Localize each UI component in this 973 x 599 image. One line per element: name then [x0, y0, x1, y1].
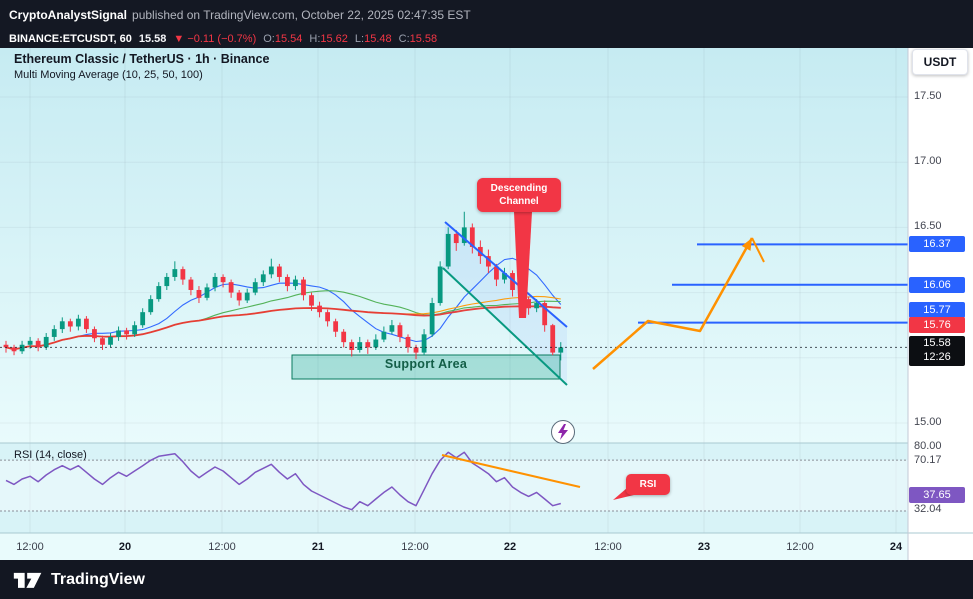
footer-bar: TradingView: [0, 560, 973, 599]
time-axis-background[interactable]: [0, 533, 973, 560]
tradingview-logo-icon[interactable]: [13, 567, 43, 592]
bar-countdown: 12:26: [923, 351, 951, 363]
time-tick[interactable]: 21: [311, 541, 325, 553]
last-price: 15.58: [138, 33, 167, 45]
time-tick[interactable]: 24: [889, 541, 903, 553]
time-tick[interactable]: 22: [503, 541, 517, 553]
time-tick[interactable]: 12:00: [401, 541, 429, 553]
rsi-tick: 80.00: [914, 440, 942, 452]
time-tick[interactable]: 23: [697, 541, 711, 553]
rsi-tick: 70.17: [914, 454, 942, 466]
time-tick[interactable]: 20: [118, 541, 132, 553]
ohlc-low: L:15.48: [354, 33, 392, 45]
level-badge-1577: 15.77: [909, 302, 965, 318]
current-price-badge: 15.58 12:26: [909, 336, 965, 366]
candlestick-series: [3, 211, 564, 361]
chart-pane[interactable]: [0, 48, 973, 560]
rsi-tick: 32.04: [914, 503, 942, 515]
ohlc-open: O:15.54: [263, 33, 303, 45]
publish-info: published on TradingView.com, October 22…: [132, 8, 471, 22]
lightning-icon[interactable]: [551, 420, 575, 444]
symbol-name: BINANCE:ETCUSDT, 60: [9, 33, 132, 45]
rsi-indicator-title: RSI (14, close): [14, 449, 87, 461]
support-area-label: Support Area: [384, 357, 468, 371]
current-price: 15.58: [923, 337, 951, 350]
time-tick[interactable]: 12:00: [16, 541, 44, 553]
price-tick: 17.50: [914, 90, 942, 102]
time-tick[interactable]: 12:00: [786, 541, 814, 553]
descending-channel-callout[interactable]: Descending Channel: [477, 178, 561, 212]
symbol-bar: BINANCE:ETCUSDT, 60 15.58 ▼ −0.11 (−0.7%…: [0, 30, 973, 48]
time-tick[interactable]: 12:00: [208, 541, 236, 553]
chart-title: Ethereum Classic / TetherUS · 1h · Binan…: [14, 52, 270, 66]
ohlc-close: C:15.58: [398, 33, 438, 45]
chart-drawings-over[interactable]: [0, 212, 908, 386]
tradingview-brand[interactable]: TradingView: [51, 570, 145, 588]
gridlines: [0, 48, 908, 533]
currency-toggle-button[interactable]: USDT: [912, 49, 968, 75]
ohlc-high: H:15.62: [309, 33, 348, 45]
price-tick: 15.00: [914, 416, 942, 428]
time-tick[interactable]: 12:00: [594, 541, 622, 553]
publish-bar: CryptoAnalystSignal published on Trading…: [0, 0, 973, 30]
price-tick: 16.50: [914, 220, 942, 232]
rsi-callout[interactable]: RSI: [626, 474, 670, 495]
chart-drawings-under[interactable]: [291, 222, 567, 385]
rsi-value-badge: 37.65: [909, 487, 965, 503]
price-tick: 17.00: [914, 155, 942, 167]
ma-value-badge: 15.76: [909, 317, 965, 333]
price-change: ▼ −0.11 (−0.7%): [173, 33, 257, 45]
author-name: CryptoAnalystSignal: [9, 8, 128, 22]
indicator-label: Multi Moving Average (10, 25, 50, 100): [14, 69, 203, 81]
rsi-plot: [0, 451, 908, 512]
lightning-bolt-glyph: [558, 424, 568, 440]
level-badge-1637: 16.37: [909, 236, 965, 252]
level-badge-1606: 16.06: [909, 277, 965, 293]
